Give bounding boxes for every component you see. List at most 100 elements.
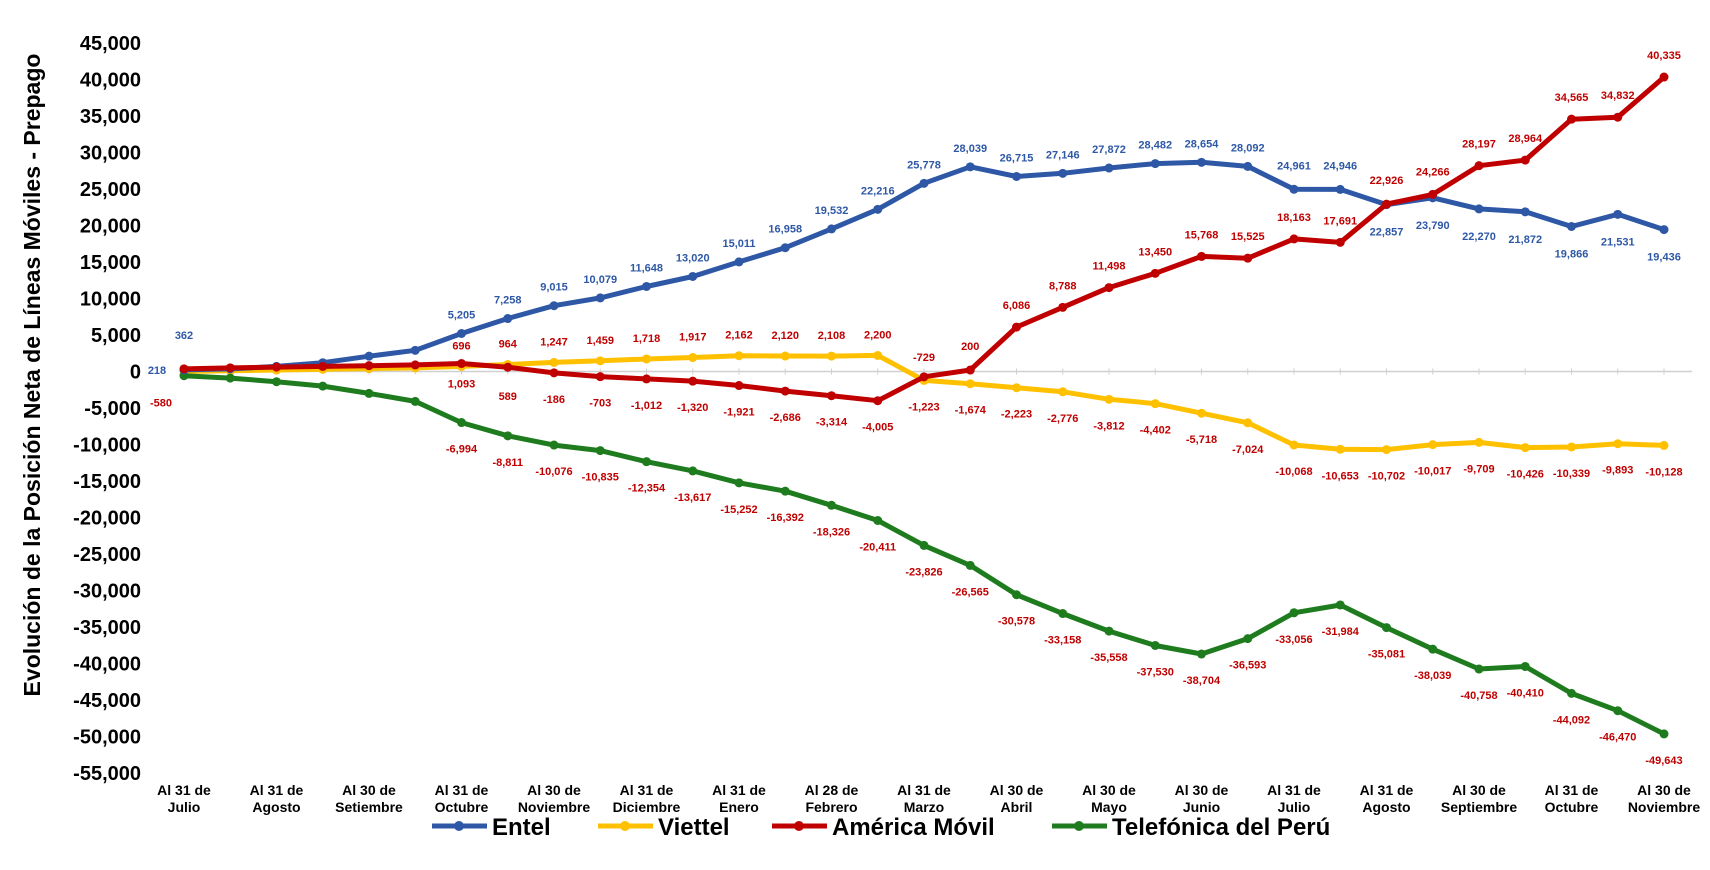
legend: Entel Viettel América Móvil Telefónica del …	[432, 814, 1330, 841]
data-label-viettel: 696	[452, 340, 470, 352]
data-label-entel: 23,790	[1416, 220, 1450, 232]
x-tick-label: Al 30 de Noviembre	[1628, 782, 1701, 815]
data-label-am-rica-m-vil: 8,788	[1049, 280, 1077, 292]
data-point-viettel	[688, 353, 698, 363]
data-label-viettel: -9,893	[1602, 465, 1633, 477]
x-tick-label: Al 30 de Septiembre	[1441, 782, 1517, 815]
x-tick-label-line: Al 30 de	[1082, 782, 1136, 798]
data-point-am-rica-m-vil	[272, 362, 281, 372]
x-tick-label-line: Al 30 de	[990, 782, 1044, 798]
data-point-am-rica-m-vil	[919, 372, 929, 382]
y-tick-label: -10,000	[73, 435, 141, 457]
legend-label-telef-nica-del-per-: Telefónica del Perú	[1112, 814, 1330, 841]
data-point-viettel	[965, 379, 975, 389]
data-label-viettel: 2,120	[771, 330, 799, 342]
axes: 45,000 40,000 35,000 30,000 25,000 20,000 15,0…	[73, 33, 1700, 815]
data-label-am-rica-m-vil: 40,335	[1647, 50, 1681, 62]
data-label-viettel: 1,718	[633, 333, 661, 345]
y-tick-label: -25,000	[73, 544, 141, 566]
data-label-entel: 28,482	[1138, 140, 1172, 152]
data-point-telef-nica-del-per-	[1520, 661, 1530, 671]
y-tick-label: -55,000	[73, 763, 141, 785]
data-label-viettel: -9,709	[1463, 463, 1494, 475]
y-tick-label: 40,000	[80, 70, 141, 92]
data-point-telef-nica-del-per-	[1197, 649, 1206, 659]
data-point-am-rica-m-vil	[1012, 322, 1021, 332]
data-point-telef-nica-del-per-	[225, 373, 235, 383]
data-label-am-rica-m-vil: -729	[913, 352, 935, 364]
data-point-am-rica-m-vil	[1104, 283, 1114, 293]
data-label-telef-nica-del-per-: -44,092	[1553, 714, 1590, 726]
data-label-viettel: 1,247	[540, 336, 568, 348]
data-label-entel: 24,946	[1323, 160, 1357, 172]
data-label-entel: 21,531	[1601, 236, 1635, 248]
data-point-am-rica-m-vil	[595, 372, 605, 382]
x-tick-label-line: Octubre	[435, 799, 489, 815]
data-point-entel	[780, 243, 790, 253]
data-point-viettel	[1243, 418, 1253, 428]
x-tick-label: Al 30 de Mayo	[1082, 782, 1136, 815]
data-label-telef-nica-del-per-: -12,354	[628, 483, 666, 495]
x-tick-label-line: Noviembre	[1628, 799, 1701, 815]
data-point-am-rica-m-vil	[1474, 161, 1484, 171]
data-label-entel: 26,715	[1000, 152, 1034, 164]
y-tick-label: -20,000	[73, 508, 141, 530]
data-label-entel: 13,020	[676, 252, 710, 264]
data-point-am-rica-m-vil	[503, 362, 513, 372]
legend-label-viettel: Viettel	[658, 814, 730, 841]
x-tick-label-line: Diciembre	[613, 799, 681, 815]
data-label-am-rica-m-vil: -4,005	[862, 422, 893, 434]
data-label-viettel: -1,674	[955, 405, 987, 417]
y-tick-label: -50,000	[73, 727, 141, 749]
data-label-entel: 28,092	[1231, 142, 1265, 154]
x-tick-label-line: Al 31 de	[250, 782, 304, 798]
legend-marker-entel	[454, 821, 464, 831]
data-point-am-rica-m-vil	[827, 391, 836, 401]
data-point-am-rica-m-vil	[1659, 72, 1669, 82]
data-label-entel: 21,872	[1508, 234, 1542, 246]
data-point-telef-nica-del-per-	[318, 381, 328, 391]
y-tick-label: 10,000	[80, 289, 141, 311]
data-label-am-rica-m-vil: -1,320	[677, 402, 708, 414]
data-point-telef-nica-del-per-	[272, 377, 281, 387]
data-point-viettel	[1058, 387, 1068, 397]
x-tick-label-line: Noviembre	[518, 799, 591, 815]
data-label-telef-nica-del-per-: -10,835	[582, 472, 619, 484]
data-label-viettel: -10,702	[1368, 471, 1405, 483]
data-label-entel: 28,039	[953, 143, 987, 155]
data-point-am-rica-m-vil	[1382, 199, 1391, 209]
x-tick-label-line: Agosto	[1362, 799, 1410, 815]
data-point-am-rica-m-vil	[1243, 253, 1253, 263]
data-label-am-rica-m-vil: 28,964	[1508, 133, 1543, 145]
data-point-entel	[919, 178, 929, 188]
data-point-entel	[457, 329, 466, 339]
data-label-telef-nica-del-per-: -46,470	[1599, 732, 1636, 744]
data-label-telef-nica-del-per-: -35,081	[1368, 649, 1405, 661]
data-label-telef-nica-del-per-: -10,076	[535, 466, 572, 478]
data-label-entel: 27,872	[1092, 144, 1126, 156]
legend-marker-viettel	[620, 821, 630, 831]
data-label-viettel: -3,812	[1093, 420, 1124, 432]
data-label-entel: 19,532	[815, 205, 849, 217]
data-label-entel: 16,958	[768, 224, 802, 236]
data-point-am-rica-m-vil	[1150, 268, 1160, 278]
y-tick-label: -40,000	[73, 654, 141, 676]
data-point-am-rica-m-vil	[1197, 251, 1206, 261]
data-point-am-rica-m-vil	[410, 360, 420, 370]
x-tick-label-line: Febrero	[805, 799, 857, 815]
x-tick-label-line: Al 31 de	[157, 782, 211, 798]
data-point-am-rica-m-vil	[780, 386, 790, 396]
x-tick-label: Al 31 de Julio	[1267, 782, 1321, 815]
data-point-am-rica-m-vil	[318, 361, 328, 371]
data-point-telef-nica-del-per-	[1474, 664, 1484, 674]
data-point-telef-nica-del-per-	[549, 440, 559, 450]
data-label-viettel: -10,339	[1553, 468, 1590, 480]
data-point-viettel	[595, 356, 605, 366]
data-label-entel: 218	[148, 365, 166, 377]
data-label-telef-nica-del-per-: -40,410	[1507, 687, 1544, 699]
data-label-entel: 22,270	[1462, 231, 1496, 243]
data-label-telef-nica-del-per-: -38,039	[1414, 670, 1451, 682]
data-point-entel	[965, 162, 975, 172]
x-tick-label: Al 31 de Octubre	[1545, 782, 1599, 815]
